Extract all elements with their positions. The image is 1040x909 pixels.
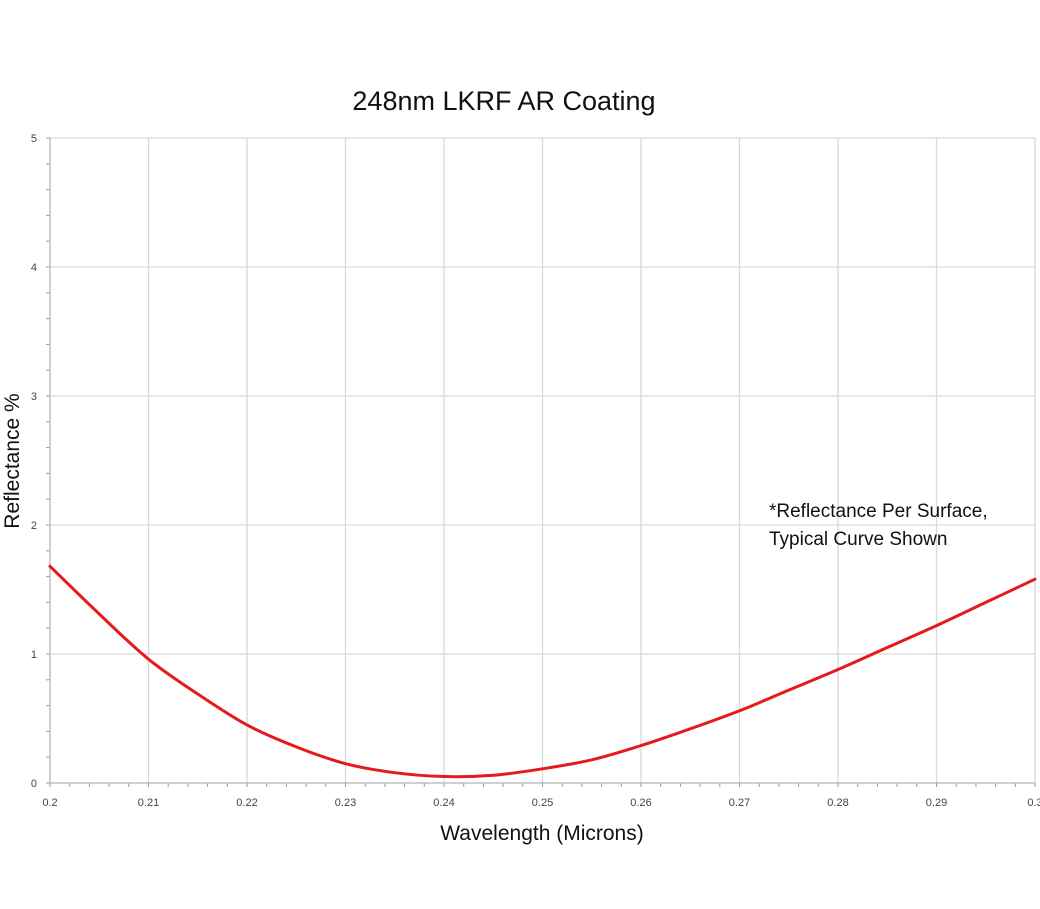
chart-title: 248nm LKRF AR Coating <box>352 86 655 116</box>
y-tick-label: 5 <box>31 133 37 145</box>
y-tick-label: 1 <box>31 649 37 661</box>
tick-label-layer: 0.2 0.21 0.22 0.23 0.24 0.25 0.26 0.27 0.28 0.29 0… <box>31 133 1040 809</box>
x-tick-label: 0.23 <box>335 797 356 809</box>
x-tick-label: 0.28 <box>827 797 848 809</box>
x-axis-label: Wavelength (Microns) <box>440 822 643 845</box>
grid-layer <box>50 137 1036 783</box>
y-tick-label: 4 <box>31 262 37 274</box>
series-layer <box>48 564 1037 779</box>
x-tick-label: 0.24 <box>433 797 454 809</box>
y-tick-label: 3 <box>31 391 37 403</box>
x-tick-label: 0.27 <box>729 797 750 809</box>
x-tick-label: 0.22 <box>236 797 257 809</box>
x-tick-label: 0.21 <box>138 797 159 809</box>
y-tick-label: 2 <box>31 520 37 532</box>
annotation-line-2: Typical Curve Shown <box>769 529 947 550</box>
y-axis-label: Reflectance % <box>1 393 24 528</box>
x-tick-label: 0.3 <box>1027 797 1040 809</box>
y-tick-label: 0 <box>31 778 37 790</box>
annotation-line-1: *Reflectance Per Surface, <box>769 501 988 522</box>
x-tick-label: 0.29 <box>926 797 947 809</box>
reflectance-series-line <box>48 564 1037 779</box>
x-tick-label: 0.26 <box>630 797 651 809</box>
axis-layer <box>46 137 1036 787</box>
x-tick-label: 0.25 <box>532 797 553 809</box>
x-tick-label: 0.2 <box>42 797 57 809</box>
